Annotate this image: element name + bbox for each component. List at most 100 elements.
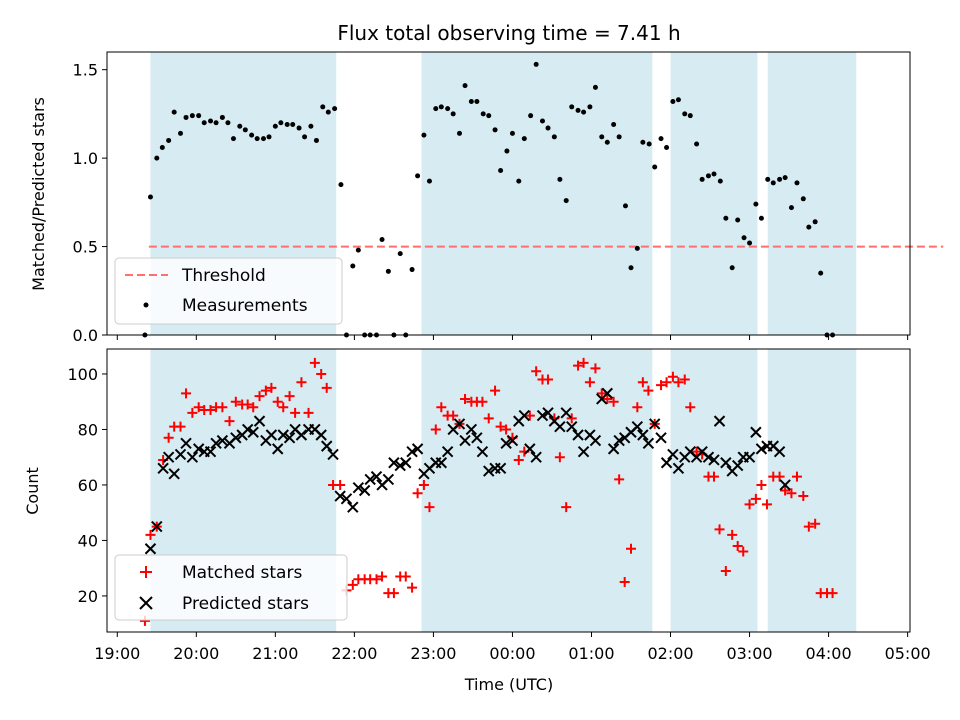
matched-star-point bbox=[596, 388, 607, 399]
predicted-star-point bbox=[476, 445, 489, 458]
matched-star-point bbox=[561, 502, 572, 513]
measurement-point bbox=[516, 178, 522, 184]
measurement-point bbox=[658, 136, 664, 142]
matched-star-point bbox=[590, 363, 601, 374]
measurement-point bbox=[480, 111, 486, 117]
measurement-point bbox=[640, 139, 646, 145]
matched-star-point bbox=[316, 368, 327, 379]
matched-star-point bbox=[614, 474, 625, 485]
matched-star-point bbox=[656, 380, 667, 391]
matched-star-point bbox=[290, 407, 301, 418]
matched-star-point bbox=[303, 407, 314, 418]
matched-star-point bbox=[744, 499, 755, 510]
measurement-point bbox=[652, 164, 658, 170]
observing-interval-shade bbox=[670, 349, 758, 632]
matched-star-point bbox=[260, 385, 271, 396]
measurement-point bbox=[687, 113, 693, 119]
matched-stars-points bbox=[139, 357, 838, 626]
predicted-star-point bbox=[204, 445, 217, 458]
measurement-point bbox=[242, 127, 248, 133]
measurement-point bbox=[450, 111, 456, 117]
measurement-point bbox=[753, 201, 759, 207]
top-shaded-intervals bbox=[150, 52, 857, 335]
predicted-star-point bbox=[530, 451, 542, 463]
matched-star-point bbox=[254, 391, 265, 402]
measurement-point bbox=[604, 139, 610, 145]
y-tick-label: 0.0 bbox=[73, 326, 98, 345]
measurement-point bbox=[747, 240, 753, 246]
predicted-star-point bbox=[295, 429, 308, 441]
predicted-star-point bbox=[441, 445, 454, 458]
top-y-axis-ticks: 0.0 0.5 1.0 1.5 bbox=[73, 61, 107, 345]
predicted-star-point bbox=[649, 418, 661, 430]
matched-star-point bbox=[483, 413, 494, 424]
matched-star-point bbox=[272, 396, 283, 407]
matched-star-point bbox=[732, 540, 743, 551]
measurement-point bbox=[729, 265, 735, 271]
measurement-point bbox=[509, 130, 515, 136]
predicted-star-point bbox=[506, 434, 519, 447]
predicted-star-point bbox=[283, 432, 296, 444]
measurement-point bbox=[196, 113, 202, 119]
matched-star-point bbox=[284, 391, 295, 402]
predicted-star-point bbox=[174, 448, 187, 461]
measurement-point bbox=[350, 263, 356, 269]
predicted-star-point bbox=[607, 443, 620, 455]
matched-star-point bbox=[761, 499, 772, 510]
predicted-star-point bbox=[702, 451, 715, 463]
matched-star-point bbox=[388, 588, 399, 599]
measurement-point bbox=[296, 125, 302, 131]
observing-interval-shade bbox=[767, 52, 857, 335]
matched-star-point bbox=[460, 393, 471, 404]
predicted-star-point bbox=[518, 409, 531, 422]
predicted-star-point bbox=[327, 448, 339, 461]
matched-star-point bbox=[224, 416, 235, 427]
predicted-star-point bbox=[216, 434, 229, 447]
predicted-star-point bbox=[406, 445, 418, 458]
matched-star-point bbox=[266, 382, 277, 393]
matched-star-point bbox=[720, 565, 731, 576]
predicted-star-point bbox=[352, 482, 365, 494]
top-legend-box bbox=[114, 257, 343, 325]
measurement-point bbox=[178, 130, 184, 136]
matched-star-point bbox=[685, 402, 696, 413]
matched-star-point bbox=[181, 388, 192, 399]
measurement-point bbox=[758, 215, 764, 221]
x-tick-label: 19:00 bbox=[94, 644, 140, 663]
predicted-star-point bbox=[524, 443, 536, 455]
measurement-point bbox=[338, 182, 344, 188]
predicted-star-point bbox=[731, 459, 744, 472]
matched-star-point bbox=[217, 402, 228, 413]
predicted-star-point bbox=[601, 387, 614, 400]
bottom-y-axis-ticks: 20 40 60 80 100 bbox=[67, 365, 107, 606]
measurement-point bbox=[260, 136, 266, 142]
measurement-point bbox=[634, 245, 640, 251]
matched-star-point bbox=[626, 543, 637, 554]
predicted-star-point bbox=[144, 543, 157, 555]
measurement-point bbox=[782, 175, 788, 181]
matched-star-point bbox=[578, 357, 589, 368]
matched-star-point bbox=[566, 413, 577, 424]
matched-star-point bbox=[377, 571, 388, 582]
measurement-point bbox=[355, 247, 361, 253]
matched-star-point bbox=[554, 452, 565, 463]
matched-star-point bbox=[608, 396, 619, 407]
y-tick-label: 1.5 bbox=[73, 61, 98, 80]
measurement-point bbox=[670, 99, 676, 105]
matched-star-point bbox=[524, 410, 535, 421]
predicted-star-point bbox=[471, 432, 483, 444]
measurement-point bbox=[533, 61, 539, 67]
matched-star-point bbox=[774, 471, 785, 482]
measurement-point bbox=[622, 203, 628, 209]
predicted-star-point bbox=[708, 454, 720, 466]
matched-star-point bbox=[637, 377, 648, 388]
matched-star-point bbox=[714, 524, 725, 535]
measurement-point bbox=[415, 173, 421, 179]
measurements-legend-label: Measurements bbox=[182, 296, 308, 316]
predicted-star-point bbox=[779, 479, 791, 491]
matched-star-point bbox=[321, 382, 332, 393]
y-tick-label: 100 bbox=[67, 365, 98, 384]
top-x-axis-ticks bbox=[116, 335, 909, 340]
measurement-point bbox=[308, 123, 314, 129]
measurement-point bbox=[183, 114, 189, 120]
